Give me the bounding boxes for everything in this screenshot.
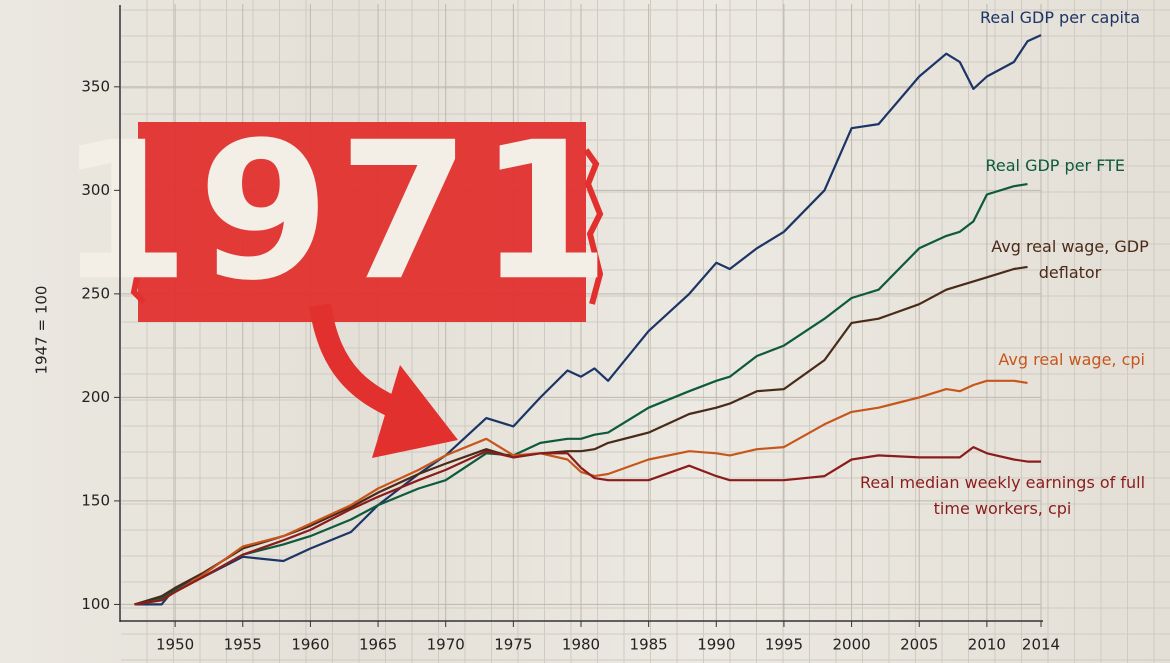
legend-label: Avg real wage, cpi [998, 350, 1145, 369]
y-tick-label: 250 [81, 284, 110, 302]
x-tick-label: 2000 [832, 636, 870, 654]
legend-label: Avg real wage, GDP deflator [991, 237, 1149, 282]
x-tick-label: 1995 [765, 636, 803, 654]
y-tick-label: 100 [81, 595, 110, 613]
x-tick-label: 1975 [494, 636, 532, 654]
arrow-head [372, 365, 458, 458]
legend-label: Real median weekly earnings of full time… [859, 473, 1146, 518]
x-tick-label: 1965 [359, 636, 397, 654]
x-tick-label: 2005 [900, 636, 938, 654]
legend-label: Real GDP per capita [980, 8, 1140, 27]
annotation: 1971 [58, 101, 619, 322]
annotation-box [138, 122, 586, 322]
y-tick-label: 200 [81, 388, 110, 406]
y-tick-label: 350 [81, 77, 110, 95]
x-tick-label: 1970 [427, 636, 465, 654]
x-tick-label: 2010 [968, 636, 1006, 654]
legend-label: Real GDP per FTE [985, 156, 1126, 175]
y-axis-label: 1947 = 100 [33, 286, 51, 375]
minor-grid [121, 0, 1170, 663]
series-line [134, 34, 1042, 606]
y-tick-label: 150 [81, 491, 110, 509]
x-tick-label: 1990 [697, 636, 735, 654]
x-tick-label: 1955 [224, 636, 262, 654]
x-tick-label: 1985 [630, 636, 668, 654]
x-tick-label: 2014 [1022, 636, 1060, 654]
series-line [134, 379, 1028, 606]
y-tick-label: 300 [81, 181, 110, 199]
series-line [134, 183, 1028, 606]
x-tick-label: 1950 [156, 636, 194, 654]
x-tick-label: 1960 [291, 636, 329, 654]
brush-edge [123, 147, 604, 305]
series-line [134, 446, 1041, 606]
x-tick-label: 1980 [562, 636, 600, 654]
